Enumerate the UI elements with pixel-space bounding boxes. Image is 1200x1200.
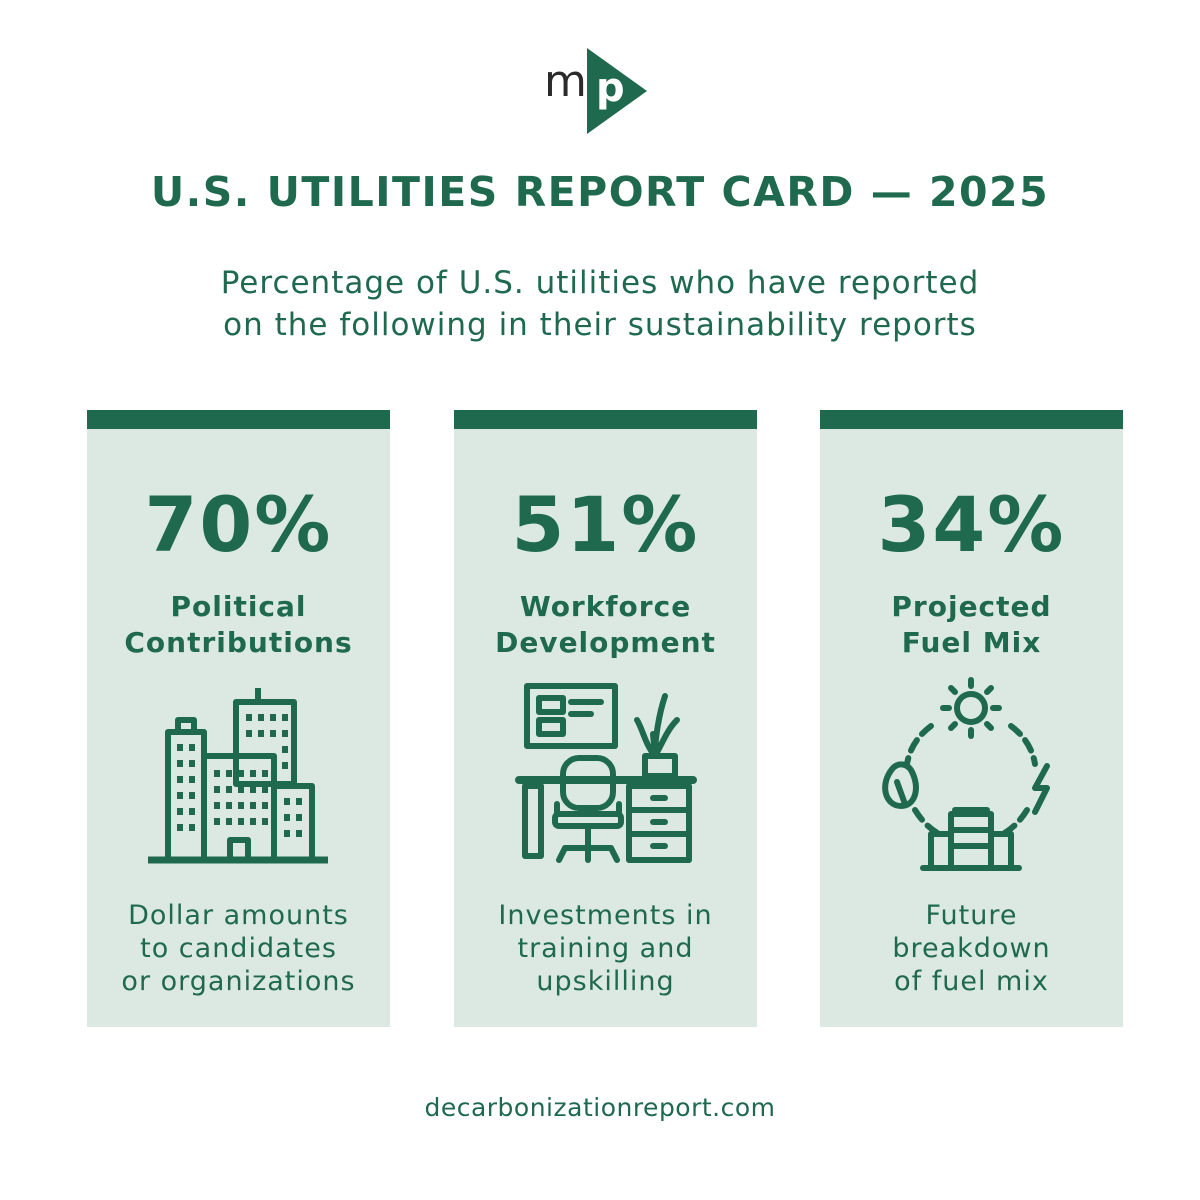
stat-label-line: Contributions [124,626,353,659]
stat-description-line: to candidates [140,933,337,964]
stat-label: Political Contributions [87,589,390,661]
stat-label-line: Political [170,590,307,623]
stat-label: Projected Fuel Mix [820,589,1123,661]
stat-card-workforce-development: 51% Workforce Development Investm [454,410,757,1027]
stat-label-line: Projected [891,590,1052,623]
page-title: U.S. UTILITIES REPORT CARD — 2025 [150,168,1050,216]
page-subtitle: Percentage of U.S. utilities who have re… [150,262,1050,346]
stat-description: Dollar amounts to candidates or organiza… [87,899,390,998]
play-triangle-icon [587,48,647,134]
stat-card-projected-fuel-mix: 34% Projected Fuel Mix Future [820,410,1123,1027]
subtitle-line: on the following in their sustainability… [223,307,977,343]
stat-description-line: Investments in [498,900,713,931]
stat-percent: 70% [144,480,333,569]
stat-description-line: or organizations [121,966,356,997]
stat-description: Investments in training and upskilling [454,899,757,998]
stat-description-line: Dollar amounts [128,900,349,931]
city-buildings-icon [148,688,328,864]
stat-label-line: Fuel Mix [901,626,1042,659]
footer-website-link[interactable]: decarbonizationreport.com [424,1093,776,1122]
stat-card-political-contributions: 70% Political Contributions [87,410,390,1027]
stat-description-line: upskilling [536,966,675,997]
subtitle-line: Percentage of U.S. utilities who have re… [220,265,980,301]
office-desk-icon [515,683,697,863]
stat-percent: 51% [511,480,700,569]
energy-cycle-icon [882,677,1050,871]
stat-description-line: training and [517,933,694,964]
stat-percent: 34% [877,480,1066,569]
stat-label: Workforce Development [454,589,757,661]
stat-description-line: breakdown [892,933,1051,964]
stat-description: Future breakdown of fuel mix [820,899,1123,998]
stat-description-line: of fuel mix [894,966,1049,997]
logo: m p [540,48,660,138]
stat-label-line: Workforce [519,590,692,623]
stat-description-line: Future [925,900,1018,931]
logo-letter-m: m [544,56,587,107]
stat-label-line: Development [495,626,716,659]
logo-letter-p: p [596,65,625,111]
